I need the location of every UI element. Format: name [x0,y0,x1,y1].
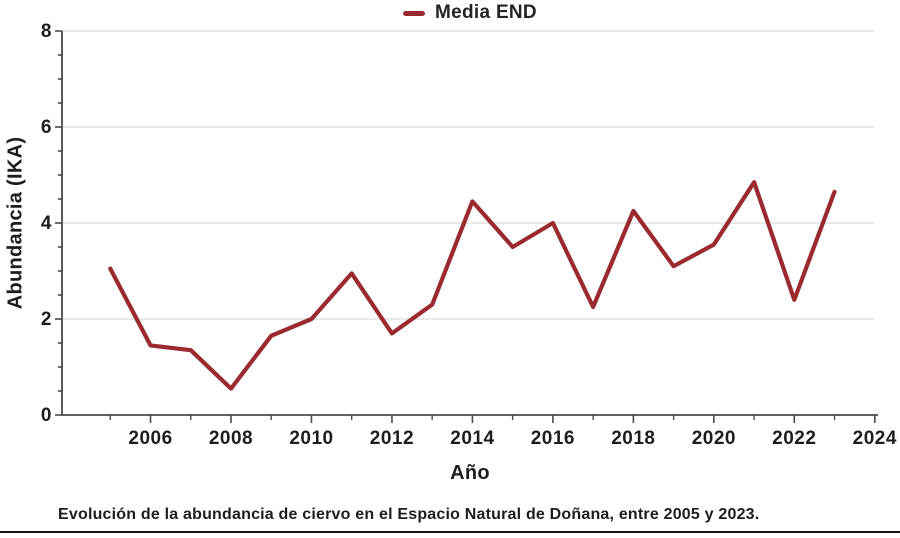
x-tick-label: 2018 [611,428,655,449]
y-tick-label: 2 [41,309,52,330]
y-tick-label: 8 [41,21,52,42]
x-tick-label: 2022 [772,428,816,449]
figure-caption: Evolución de la abundancia de ciervo en … [58,506,760,523]
y-tick-label: 0 [41,405,52,426]
x-tick-label: 2014 [450,428,494,449]
y-tick-label: 4 [41,213,52,234]
y-axis-title: Abundancia (IKA) [4,136,27,310]
data-line-media-end [108,180,837,391]
legend-line-icon [403,10,426,16]
bottom-divider [0,531,900,533]
x-tick-label: 2006 [128,428,172,449]
x-tick-label: 2020 [692,428,736,449]
line-chart: 0 2 4 6 8 2006 2008 2010 2012 2014 2016 2018 2020 202… [41,21,897,449]
x-tick-label: 2012 [370,428,414,449]
x-tick-label: 2010 [289,428,333,449]
x-tick-label: 2016 [531,428,575,449]
y-tick-label: 6 [41,117,52,138]
legend-label: Media END [435,2,537,23]
x-tick-label: 2024 [853,428,897,449]
legend: Media END [62,0,878,26]
x-axis-title: Año [450,462,490,484]
x-tick-label: 2008 [209,428,253,449]
